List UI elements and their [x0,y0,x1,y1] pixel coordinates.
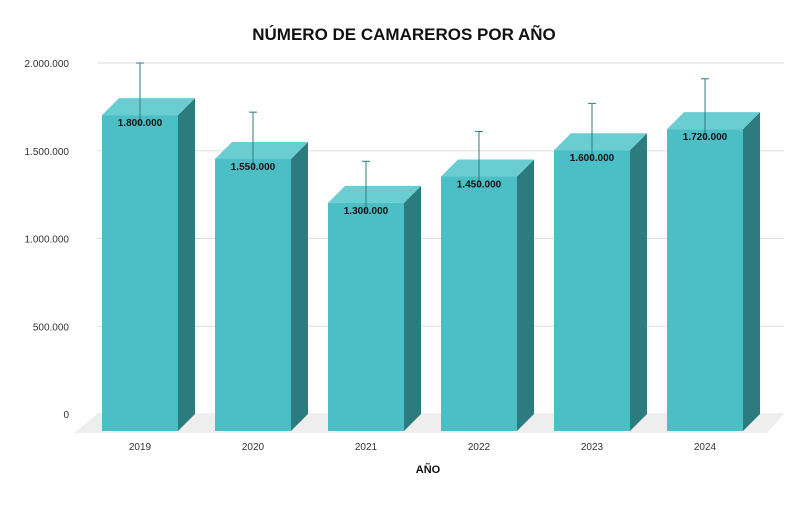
y-tick-label: 1.000.000 [25,235,70,246]
chart-title: NÚMERO DE CAMAREROS POR AÑO [252,24,556,44]
value-label: 1.600.000 [570,153,615,164]
bar-front [102,115,178,431]
y-axis-ticks: 0 500.000 1.000.000 1.500.000 2.000.000 [25,59,70,421]
bar-top [667,112,760,130]
y-tick-label: 0 [63,410,69,421]
bar-2024: 1.720.000 [667,78,760,431]
y-tick-label: 2.000.000 [25,59,70,70]
bar-2019: 1.800.000 [102,62,195,431]
bars: 1.800.000 1.550.000 1.300.000 1.450.000 1.60… [102,62,760,431]
bar-side [517,159,534,431]
x-axis-ticks: 2019 2020 2021 2022 2023 2024 [129,442,717,453]
x-tick-label: 2019 [129,442,152,453]
x-tick-label: 2023 [581,442,604,453]
bar-side [743,112,760,431]
bar-side [178,98,195,431]
bar-front [554,150,630,431]
bar-top [215,141,308,159]
bar-front [215,158,291,431]
value-label: 1.450.000 [457,180,502,191]
bar-side [291,141,308,431]
x-tick-label: 2022 [468,442,491,453]
x-tick-label: 2020 [242,442,265,453]
value-label: 1.800.000 [118,118,163,129]
bar-front [328,202,404,431]
y-tick-label: 500.000 [33,322,70,333]
y-tick-label: 1.500.000 [25,147,70,158]
bar-2022: 1.450.000 [441,130,534,431]
x-axis-label: AÑO [416,463,441,476]
bar-front [441,176,517,431]
value-label: 1.720.000 [683,132,728,143]
value-label: 1.550.000 [231,162,276,173]
bar-top [554,133,647,151]
bar-top [102,98,195,116]
x-tick-label: 2024 [694,442,717,453]
bar-2020: 1.550.000 [215,111,308,431]
bar-2021: 1.300.000 [328,160,421,431]
bar-top [328,185,421,203]
bar-side [630,133,647,431]
bar-2023: 1.600.000 [554,102,647,431]
bar-front [667,129,743,431]
bar-top [441,159,534,177]
bar-side [404,185,421,431]
value-label: 1.300.000 [344,206,389,217]
x-tick-label: 2021 [355,442,378,453]
